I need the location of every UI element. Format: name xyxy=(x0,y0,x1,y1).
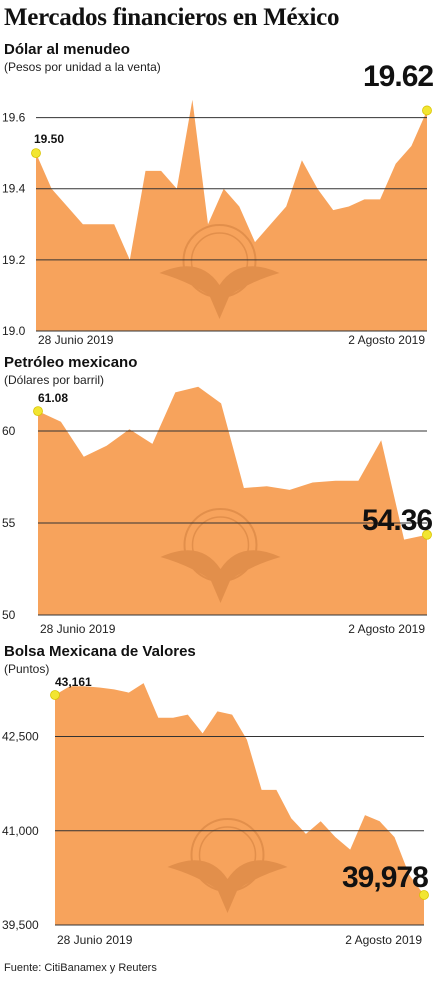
panel-title-dolar: Dólar al menudeo xyxy=(4,41,130,58)
end-value-label: 39,978 xyxy=(342,861,428,894)
start-marker xyxy=(50,690,60,700)
y-tick-label: 39,500 xyxy=(2,918,39,932)
y-tick-label: 50 xyxy=(2,608,16,622)
x-label-start: 28 Junio 2019 xyxy=(40,622,116,636)
y-tick-label: 19.0 xyxy=(2,324,26,338)
end-marker xyxy=(422,105,432,116)
end-marker xyxy=(422,529,432,540)
panel-subtitle-dolar: (Pesos por unidad a la venta) xyxy=(4,60,161,74)
area-series xyxy=(38,386,427,615)
y-tick-label: 55 xyxy=(2,516,16,530)
start-value-label: 43,161 xyxy=(55,675,92,689)
panel-subtitle-petroleo: (Dólares por barril) xyxy=(4,373,105,387)
start-value-label: 19.50 xyxy=(34,132,64,146)
x-label-start: 28 Junio 2019 xyxy=(38,333,114,347)
end-marker xyxy=(419,890,429,900)
eagle-seal-icon xyxy=(159,224,280,319)
main-title: Mercados financieros en México xyxy=(4,4,340,31)
y-tick-label: 19.4 xyxy=(2,182,26,196)
y-tick-label: 19.2 xyxy=(2,253,26,267)
start-value-label: 61.08 xyxy=(38,391,68,405)
x-label-end: 2 Agosto 2019 xyxy=(348,622,425,636)
x-label-end: 2 Agosto 2019 xyxy=(345,933,422,947)
y-tick-label: 41,000 xyxy=(2,824,39,838)
x-label-end: 2 Agosto 2019 xyxy=(348,333,425,347)
y-tick-label: 60 xyxy=(2,424,16,438)
eagle-seal-icon xyxy=(167,818,288,913)
x-label-start: 28 Junio 2019 xyxy=(57,933,133,947)
panel-title-bolsa: Bolsa Mexicana de Valores xyxy=(4,643,196,660)
end-value-label: 19.62 xyxy=(363,60,433,93)
start-marker xyxy=(31,148,41,159)
panel-subtitle-bolsa: (Puntos) xyxy=(4,662,50,676)
y-tick-label: 42,500 xyxy=(2,730,39,744)
area-series xyxy=(55,683,424,925)
panel-title-petroleo: Petróleo mexicano xyxy=(4,354,138,371)
eagle-seal-icon xyxy=(160,508,281,603)
start-marker xyxy=(33,406,43,417)
source-note: Fuente: CitiBanamex y Reuters xyxy=(4,962,157,974)
area-series xyxy=(36,99,427,331)
end-value-label: 54.36 xyxy=(362,504,432,537)
y-tick-label: 19.6 xyxy=(2,111,26,125)
